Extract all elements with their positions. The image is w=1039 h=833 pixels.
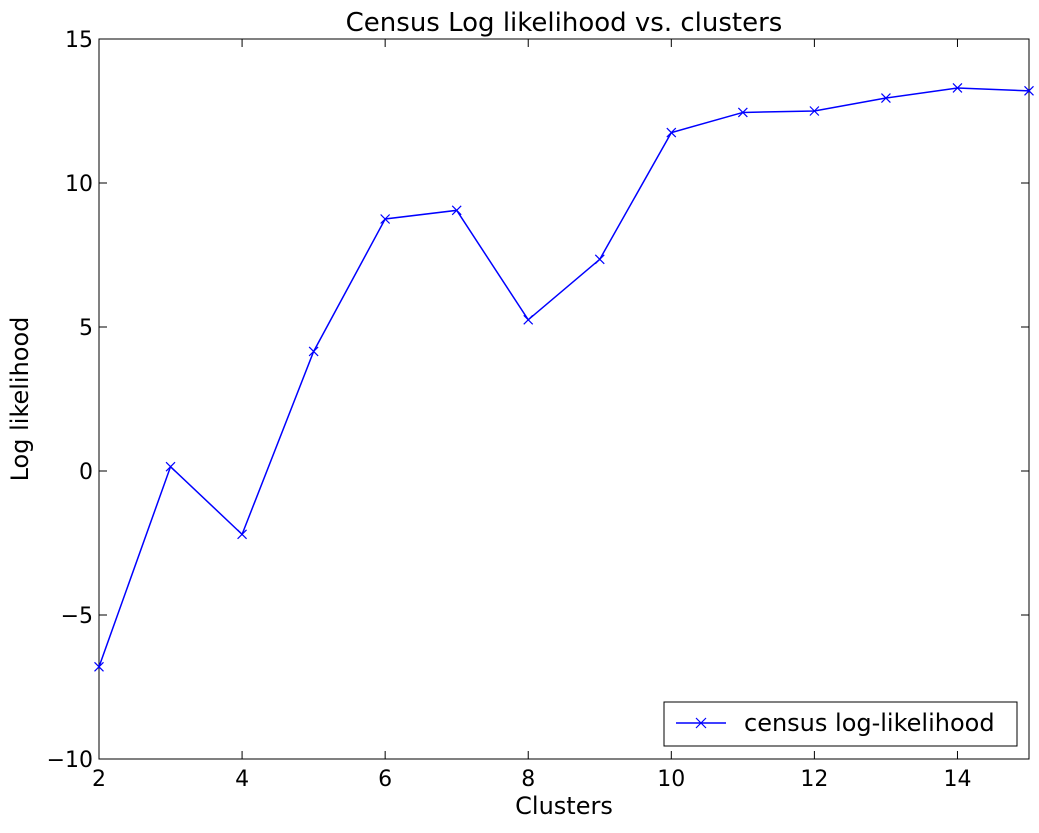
data-point-marker (380, 214, 391, 224)
data-point-marker (308, 346, 319, 357)
x-tick-label: 2 (92, 767, 106, 792)
legend: census log-likelihood (663, 701, 1018, 747)
data-point-marker (952, 83, 963, 93)
data-point-marker (165, 461, 176, 472)
legend-label: census log-likelihood (744, 709, 995, 737)
legend-x-marker-icon (695, 717, 707, 729)
y-axis-label: Log likelihood (6, 317, 34, 482)
y-tick-label: −10 (47, 748, 93, 773)
data-point-marker (880, 93, 891, 103)
plot-area: 2 4 6 8 10 12 14 −10 −5 0 5 10 15 (47, 28, 1034, 792)
y-tick-label: 10 (65, 172, 93, 197)
data-point-marker (1024, 85, 1034, 96)
legend-box (663, 701, 1018, 747)
y-tick-label: 15 (65, 28, 93, 53)
y-tick-label: −5 (61, 604, 93, 629)
data-point-marker (237, 529, 248, 540)
data-point-marker (737, 107, 748, 118)
y-tick-label: 0 (79, 460, 93, 485)
data-point-marker (594, 254, 605, 265)
x-tick-label: 10 (657, 767, 685, 792)
plot-frame (98, 38, 1030, 760)
chart-title: Census Log likelihood vs. clusters (346, 8, 783, 38)
x-tick-label: 4 (235, 767, 249, 792)
series-line (98, 87, 1030, 668)
data-point-marker (666, 127, 677, 138)
data-point-marker (94, 661, 104, 672)
x-tick-label: 14 (943, 767, 971, 792)
x-axis-label: Clusters (515, 792, 613, 820)
x-tick-label: 12 (800, 767, 828, 792)
y-tick-label: 5 (79, 316, 93, 341)
data-point-marker (809, 106, 820, 116)
x-tick-label: 6 (378, 767, 392, 792)
x-tick-label: 8 (521, 767, 535, 792)
data-point-marker (451, 205, 462, 216)
data-point-marker (523, 314, 534, 325)
